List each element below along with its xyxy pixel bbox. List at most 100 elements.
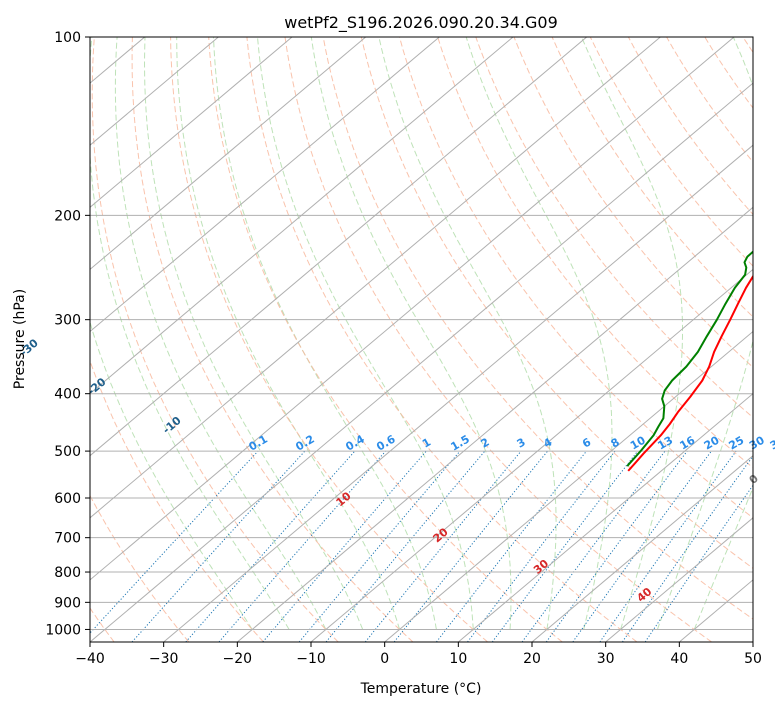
mixing-ratio-label: 0.1 <box>247 433 270 454</box>
isotherm-line <box>0 37 71 642</box>
isotherm-line <box>90 37 588 457</box>
mixing-ratio-line <box>262 450 427 642</box>
moist-adiabat-line <box>693 486 753 630</box>
isotherm-line <box>531 455 753 642</box>
isotherm-line <box>90 37 440 333</box>
dry-adiabat-line <box>742 37 753 54</box>
mixing-ratio-line <box>218 450 387 642</box>
x-tick-label: 50 <box>744 651 762 667</box>
mixing-ratio-label: 0.2 <box>293 433 316 454</box>
moist-adiabat-line <box>656 37 753 630</box>
moist-adiabat-line <box>90 37 290 630</box>
dry-adiabat-line <box>704 37 753 109</box>
isotherm-line <box>458 392 753 642</box>
mixing-ratio-label: 1.5 <box>449 433 472 454</box>
temperature-profile-line <box>627 274 753 472</box>
isotherm-line <box>237 206 753 642</box>
mixing-ratio-label: 6 <box>580 435 593 450</box>
x-tick-label: 0 <box>380 651 389 667</box>
plot-grid <box>0 37 753 642</box>
x-tick-label: −10 <box>296 651 326 667</box>
dry-adiabat-label: 20 <box>431 525 451 545</box>
dry-adiabat-line <box>322 37 753 620</box>
dry-adiabat-label: 40 <box>634 585 654 605</box>
mixing-ratio-label: 0.4 <box>343 432 367 453</box>
y-tick-label: 800 <box>54 565 81 581</box>
dry-adiabat-line <box>513 37 753 368</box>
isotherm-line <box>90 37 661 519</box>
mixing-ratio-line <box>491 450 639 642</box>
isotherm-line <box>90 37 514 395</box>
moist-adiabat-line <box>143 37 364 630</box>
plot-series <box>626 250 753 472</box>
mixing-ratio-line <box>521 450 666 642</box>
isotherm-line <box>679 579 753 642</box>
mixing-ratio-label: 2 <box>478 436 491 451</box>
dewpoint-profile-line <box>626 250 753 467</box>
x-axis-label: Temperature (°C) <box>360 681 482 697</box>
moist-adiabat-line <box>465 37 613 630</box>
mixing-ratio-label: 36 <box>768 433 775 452</box>
dry-adiabat-line <box>551 37 753 318</box>
mixing-ratio-line <box>364 450 522 642</box>
dry-adiabat-line <box>284 37 712 642</box>
mixing-ratio-label: 30 <box>747 433 767 452</box>
mixing-ratio-line <box>545 450 688 642</box>
y-tick-label: 300 <box>54 313 81 329</box>
isotherm-line <box>90 37 293 208</box>
moist-adiabat-line <box>90 320 253 630</box>
x-tick-label: −20 <box>223 651 253 667</box>
x-tick-label: 10 <box>449 651 467 667</box>
y-tick-label: 200 <box>54 208 81 224</box>
y-tick-label: 400 <box>54 387 81 403</box>
x-tick-label: 20 <box>523 651 541 667</box>
dry-adiabat-line <box>90 359 264 642</box>
y-axis-label: Pressure (hPa) <box>12 289 28 389</box>
y-tick-label: 900 <box>54 595 81 611</box>
x-tick-label: 30 <box>597 651 615 667</box>
y-tick-label: 600 <box>54 491 81 507</box>
y-tick-label: 500 <box>54 444 81 460</box>
dry-adiabat-line <box>475 37 753 419</box>
isotherm-line <box>90 37 219 146</box>
mixing-ratio-label: 16 <box>678 433 698 452</box>
mixing-ratio-line <box>393 450 548 642</box>
mixing-ratio-line <box>298 450 461 642</box>
mixing-ratio-line <box>436 450 587 642</box>
y-tick-label: 100 <box>54 30 81 46</box>
mixing-ratio-label: 20 <box>702 433 722 452</box>
mixing-ratio-label: 8 <box>609 436 622 451</box>
moist-adiabat-line <box>310 37 512 630</box>
dry-adiabat-label: -10 <box>160 414 184 437</box>
moist-adiabat-line <box>378 37 557 630</box>
mixing-ratio-label: 25 <box>726 434 746 453</box>
isotherm-line <box>605 517 753 642</box>
dry-adiabat-line <box>170 37 488 642</box>
isotherm-line <box>310 268 753 642</box>
mixing-ratio-line <box>621 455 753 642</box>
mixing-ratio-line <box>572 450 712 642</box>
plot-frame <box>89 36 754 643</box>
isotherm-line <box>90 37 367 271</box>
mixing-ratio-line <box>467 450 616 642</box>
dry-adiabat-line <box>246 37 638 642</box>
chart-title: wetPf2_S196.2026.090.20.34.G09 <box>284 13 558 33</box>
moist-adiabat-line <box>176 37 401 630</box>
dry-adiabat-line <box>437 37 753 469</box>
mixing-ratio-label: 13 <box>655 434 675 453</box>
isotherm-line <box>163 144 753 642</box>
dry-adiabat-line <box>399 37 753 519</box>
mixing-ratio-label: 1 <box>420 436 433 451</box>
y-tick-label: 1000 <box>45 622 81 638</box>
moist-adiabat-line <box>212 37 437 630</box>
x-tick-label: −30 <box>149 651 179 667</box>
x-tick-label: −40 <box>75 651 105 667</box>
dry-adiabat-label: 30 <box>531 557 551 577</box>
mixing-ratio-line <box>599 450 737 642</box>
mixing-ratio-label: 0.6 <box>374 432 398 453</box>
isotherm-line <box>90 37 735 581</box>
dry-adiabat-label: -20 <box>85 375 109 398</box>
isotherm-line <box>752 641 753 642</box>
mixing-ratio-line <box>185 450 356 642</box>
